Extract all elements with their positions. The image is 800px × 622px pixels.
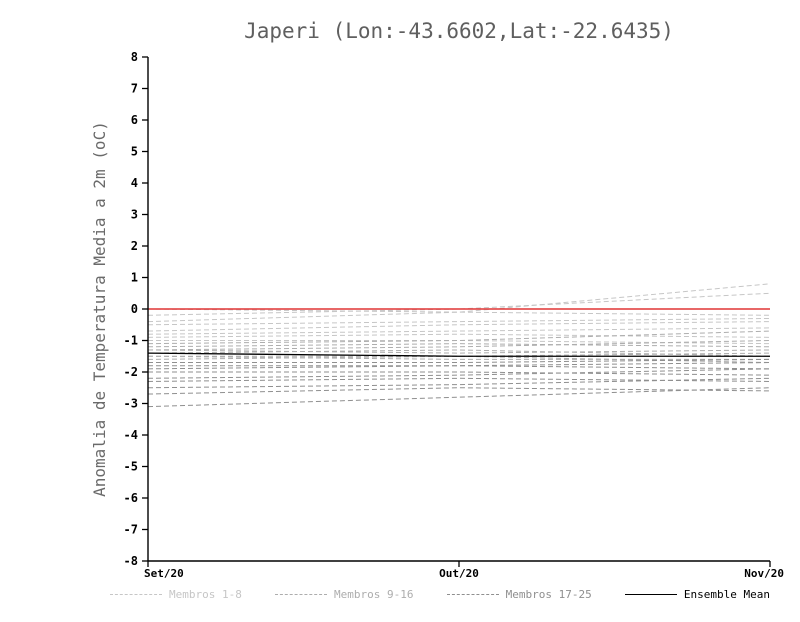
- svg-text:4: 4: [131, 176, 138, 190]
- svg-text:Out/20: Out/20: [439, 567, 479, 580]
- svg-text:-1: -1: [124, 334, 138, 348]
- svg-text:3: 3: [131, 208, 138, 222]
- svg-text:8: 8: [131, 50, 138, 64]
- svg-text:5: 5: [131, 145, 138, 159]
- svg-text:-3: -3: [124, 397, 138, 411]
- legend-label: Membros 17-25: [505, 587, 592, 601]
- svg-text:-7: -7: [124, 523, 138, 537]
- y-axis-label: Anomalia de Temperatura Media a 2m (oC): [90, 121, 109, 497]
- legend-item-membros-17-25: Membros 17-25: [446, 587, 592, 601]
- dashed-line-sample-group1: [110, 593, 162, 595]
- solid-line-sample-mean: [624, 593, 677, 595]
- svg-text:Set/20: Set/20: [144, 567, 184, 580]
- legend-label: Ensemble Mean: [683, 587, 770, 601]
- svg-text:0: 0: [131, 302, 138, 316]
- svg-text:1: 1: [131, 271, 138, 285]
- chart-title: Japeri (Lon:-43.6602,Lat:-22.6435): [244, 19, 674, 43]
- legend-label: Membros 1-8: [169, 587, 242, 601]
- dashed-line-sample-group3: [446, 593, 499, 595]
- chart-legend: Membros 1-8 Membros 9-16 Membros 17-25 E…: [110, 584, 770, 604]
- svg-text:7: 7: [131, 82, 138, 96]
- svg-text:-6: -6: [124, 491, 138, 505]
- legend-item-membros-9-16: Membros 9-16: [275, 587, 414, 601]
- svg-text:Nov/20: Nov/20: [744, 567, 784, 580]
- svg-text:-8: -8: [124, 554, 138, 568]
- svg-text:-4: -4: [124, 428, 138, 442]
- svg-text:6: 6: [131, 113, 138, 127]
- svg-text:2: 2: [131, 239, 138, 253]
- dashed-line-sample-group2: [275, 593, 328, 595]
- legend-label: Membros 9-16: [334, 587, 414, 601]
- svg-text:-5: -5: [124, 460, 138, 474]
- legend-item-ensemble-mean: Ensemble Mean: [624, 587, 770, 601]
- legend-item-membros-1-8: Membros 1-8: [110, 588, 242, 601]
- svg-text:-2: -2: [124, 365, 138, 379]
